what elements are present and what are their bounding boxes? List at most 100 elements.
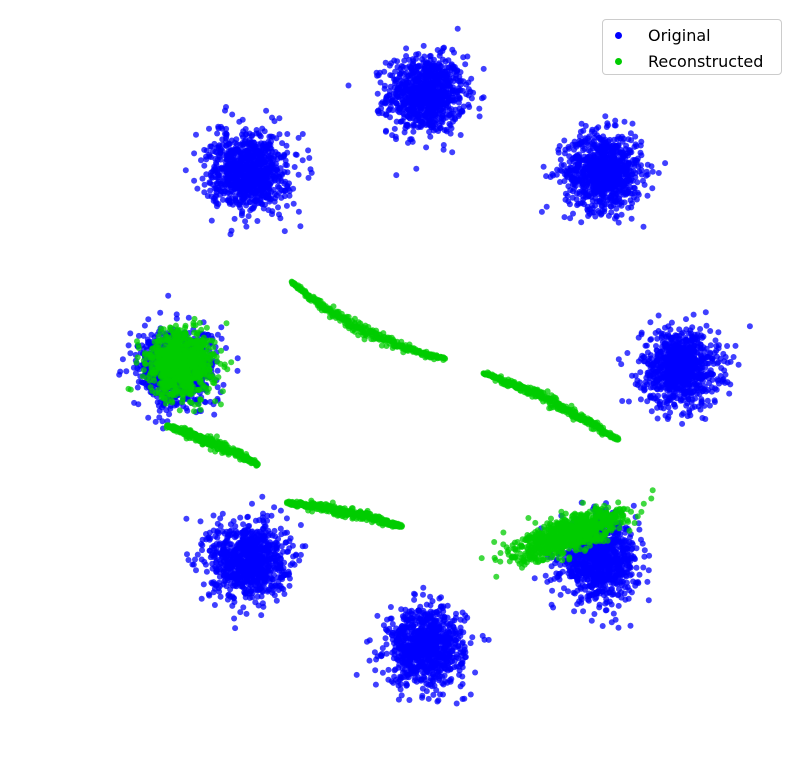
original-point xyxy=(566,158,573,165)
original-point xyxy=(644,192,651,199)
original-point xyxy=(390,655,397,662)
original-point xyxy=(366,657,373,664)
original-point xyxy=(400,87,406,94)
original-point xyxy=(631,160,638,167)
original-point xyxy=(374,72,381,79)
original-point xyxy=(561,214,568,221)
original-point xyxy=(372,667,379,674)
original-point xyxy=(411,596,418,603)
original-point xyxy=(615,559,622,566)
original-point xyxy=(420,591,426,598)
original-point xyxy=(662,324,668,331)
original-point xyxy=(711,399,718,405)
original-point xyxy=(413,84,420,91)
original-point xyxy=(594,158,601,165)
original-point xyxy=(408,644,414,650)
original-point xyxy=(699,388,706,395)
original-point xyxy=(405,113,411,120)
original-point xyxy=(405,79,412,86)
original-point xyxy=(408,670,415,677)
original-point xyxy=(637,149,644,156)
original-point xyxy=(561,150,568,157)
original-point xyxy=(460,103,467,110)
original-point xyxy=(562,190,569,197)
original-point xyxy=(435,73,442,80)
original-point xyxy=(645,597,652,604)
original-point xyxy=(633,143,640,150)
original-point xyxy=(588,591,595,598)
original-point xyxy=(625,171,632,178)
original-point xyxy=(595,134,602,141)
original-point xyxy=(627,190,634,197)
original-point xyxy=(644,578,651,585)
original-point xyxy=(418,118,425,125)
original-point xyxy=(543,173,550,180)
original-point xyxy=(578,585,584,592)
original-point xyxy=(603,607,610,614)
original-point xyxy=(732,342,739,349)
original-point xyxy=(625,204,632,211)
original-point xyxy=(432,617,439,624)
original-point xyxy=(404,611,411,618)
original-point xyxy=(410,100,417,107)
original-point xyxy=(377,79,384,86)
original-point xyxy=(637,369,644,376)
original-point xyxy=(416,658,423,665)
original-point xyxy=(549,171,556,177)
original-point xyxy=(277,525,284,532)
original-point xyxy=(735,361,742,368)
original-point xyxy=(469,634,476,641)
original-point xyxy=(618,594,625,601)
original-point xyxy=(470,89,477,96)
original-point xyxy=(465,79,472,86)
original-point xyxy=(540,163,547,170)
original-point xyxy=(444,602,451,609)
original-point xyxy=(457,132,464,138)
original-point xyxy=(433,102,440,109)
original-point xyxy=(560,162,567,168)
original-point xyxy=(608,601,615,608)
original-point xyxy=(708,384,715,391)
original-point xyxy=(633,196,640,203)
original-point xyxy=(203,568,210,575)
original-point xyxy=(374,90,381,97)
original-point xyxy=(443,633,450,640)
original-point xyxy=(379,669,386,676)
original-point xyxy=(401,57,408,64)
original-point xyxy=(648,408,655,415)
original-point xyxy=(643,342,650,349)
original-point xyxy=(399,63,406,70)
original-point xyxy=(720,350,727,357)
original-point xyxy=(415,637,422,644)
original-point xyxy=(391,647,398,654)
original-point xyxy=(467,640,474,647)
original-point xyxy=(649,168,656,175)
original-point xyxy=(415,607,422,614)
original-point xyxy=(627,564,634,571)
original-point xyxy=(574,153,581,160)
original-point xyxy=(690,311,697,318)
original-point xyxy=(605,148,612,155)
original-point xyxy=(623,538,630,545)
original-point xyxy=(594,168,601,175)
original-point xyxy=(686,338,693,344)
original-point xyxy=(721,367,728,374)
original-point xyxy=(542,572,549,579)
original-point xyxy=(609,157,616,164)
original-point xyxy=(200,581,207,588)
original-point xyxy=(372,681,379,688)
original-point xyxy=(632,170,639,177)
original-point xyxy=(640,177,646,184)
original-point xyxy=(599,623,606,629)
original-point xyxy=(691,331,698,338)
original-point xyxy=(387,72,394,79)
original-point xyxy=(592,581,599,588)
original-point xyxy=(610,201,617,208)
original-point xyxy=(617,158,624,165)
original-point xyxy=(616,201,623,208)
original-point xyxy=(412,117,419,124)
original-point xyxy=(443,126,450,133)
original-point xyxy=(730,354,737,360)
original-point xyxy=(615,602,622,609)
